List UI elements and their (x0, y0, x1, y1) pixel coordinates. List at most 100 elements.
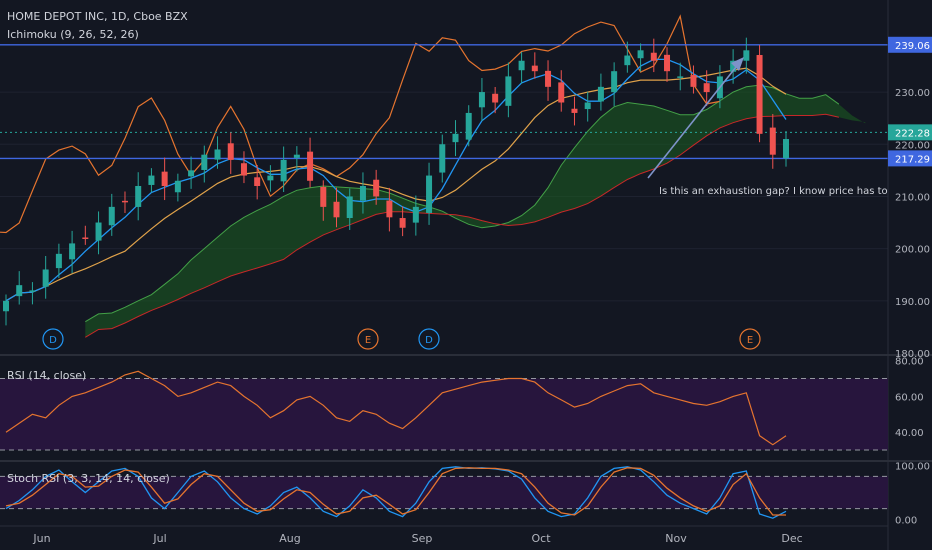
candle-body (16, 285, 23, 297)
candle[interactable] (108, 193, 115, 236)
time-tick-label: Jul (152, 532, 166, 545)
candle[interactable] (624, 41, 631, 73)
event-marker-dividend[interactable]: D (42, 328, 64, 350)
rsi-tick-label: 40.00 (895, 428, 924, 439)
candle-body (82, 237, 89, 239)
stoch-rsi-label: Stoch RSI (3, 3, 14, 14, close) (7, 472, 170, 485)
candle[interactable] (783, 130, 789, 167)
event-circle (42, 328, 64, 350)
annotation-arrow[interactable] (647, 57, 744, 179)
candle[interactable] (558, 70, 565, 112)
candle[interactable] (82, 225, 89, 245)
arrow-line[interactable] (647, 61, 741, 179)
candle-body (161, 171, 168, 186)
event-marker-earnings[interactable]: E (739, 328, 761, 350)
candlesticks[interactable] (3, 37, 789, 326)
candle[interactable] (214, 136, 221, 169)
candle[interactable] (346, 188, 353, 230)
candle[interactable] (690, 65, 697, 94)
candle[interactable] (452, 120, 459, 157)
candle[interactable] (135, 172, 142, 221)
event-marker-dividend[interactable]: D (418, 328, 440, 350)
candle[interactable] (148, 168, 155, 193)
price-pane[interactable]: D E D E Is this an exhaustion gap? I know p… (0, 14, 888, 350)
candle[interactable] (426, 162, 433, 225)
candle[interactable] (254, 164, 261, 200)
candle[interactable] (267, 165, 274, 192)
candle[interactable] (95, 211, 102, 255)
candle-body (690, 75, 697, 87)
rsi-pane[interactable]: RSI (14, close) 80.00 60.00 40.00 (0, 357, 924, 451)
leading-span-a (85, 84, 840, 323)
candle[interactable] (3, 294, 9, 326)
candle[interactable] (373, 169, 380, 205)
time-tick-label: Aug (279, 532, 300, 545)
candle[interactable] (333, 187, 340, 228)
candle[interactable] (320, 180, 327, 221)
stoch-rsi-pane[interactable]: Stoch RSI (3, 3, 14, 14, close) 100.00 0.0… (0, 462, 930, 527)
candle-body (29, 290, 36, 292)
base-line[interactable] (5, 67, 787, 302)
stoch-k-line[interactable] (5, 466, 787, 519)
candle-body (280, 159, 287, 182)
candle[interactable] (55, 243, 62, 279)
event-marker-earnings[interactable]: E (357, 328, 379, 350)
candle[interactable] (611, 62, 618, 107)
candle[interactable] (769, 114, 776, 169)
candle[interactable] (597, 73, 604, 111)
candle[interactable] (743, 37, 750, 74)
candle[interactable] (240, 151, 247, 184)
candle-body (267, 175, 274, 181)
candle[interactable] (756, 45, 763, 143)
rsi-tick-label: 80.00 (895, 357, 924, 368)
candle[interactable] (121, 191, 128, 213)
candle[interactable] (478, 77, 485, 121)
stoch-d-line[interactable] (5, 467, 786, 516)
candle[interactable] (201, 145, 208, 183)
candle[interactable] (465, 105, 472, 147)
candle[interactable] (227, 132, 234, 174)
candle[interactable] (439, 134, 446, 183)
candle[interactable] (664, 47, 671, 82)
candle[interactable] (359, 172, 366, 214)
candle[interactable] (42, 255, 49, 299)
candle[interactable] (730, 49, 737, 84)
candle[interactable] (16, 271, 23, 305)
candle-body (571, 108, 578, 113)
candle[interactable] (412, 195, 419, 236)
price-tick-label: 220.00 (895, 140, 930, 151)
price-tick-label: 239.06 (895, 41, 930, 52)
candle[interactable] (637, 43, 644, 72)
lagging-span[interactable] (0, 14, 721, 269)
candle[interactable] (69, 230, 76, 274)
candle[interactable] (174, 173, 181, 202)
candle-body (664, 54, 671, 72)
candle[interactable] (307, 137, 314, 188)
candle[interactable] (399, 206, 406, 237)
candle[interactable] (545, 60, 552, 101)
price-label-box (888, 150, 932, 167)
candle[interactable] (518, 51, 525, 84)
candle[interactable] (703, 70, 710, 106)
candle[interactable] (571, 96, 578, 126)
candle[interactable] (505, 62, 512, 118)
rsi-line[interactable] (5, 370, 787, 446)
candle-body (307, 151, 314, 181)
candle[interactable] (677, 62, 684, 91)
candle[interactable] (584, 91, 591, 122)
candle[interactable] (161, 157, 168, 201)
candle[interactable] (531, 52, 538, 79)
candle[interactable] (386, 187, 393, 232)
time-axis[interactable]: Jun Jul Aug Sep Oct Nov Dec (0, 525, 888, 545)
candle[interactable] (650, 38, 657, 73)
annotation-text[interactable]: Is this an exhaustion gap? I know price … (659, 186, 888, 197)
candle[interactable] (280, 146, 287, 193)
indicator-label[interactable]: Ichimoku (9, 26, 52, 26) (7, 28, 139, 41)
candle[interactable] (188, 156, 195, 189)
candle[interactable] (293, 146, 300, 172)
candle[interactable] (29, 282, 36, 305)
candle[interactable] (492, 86, 499, 114)
